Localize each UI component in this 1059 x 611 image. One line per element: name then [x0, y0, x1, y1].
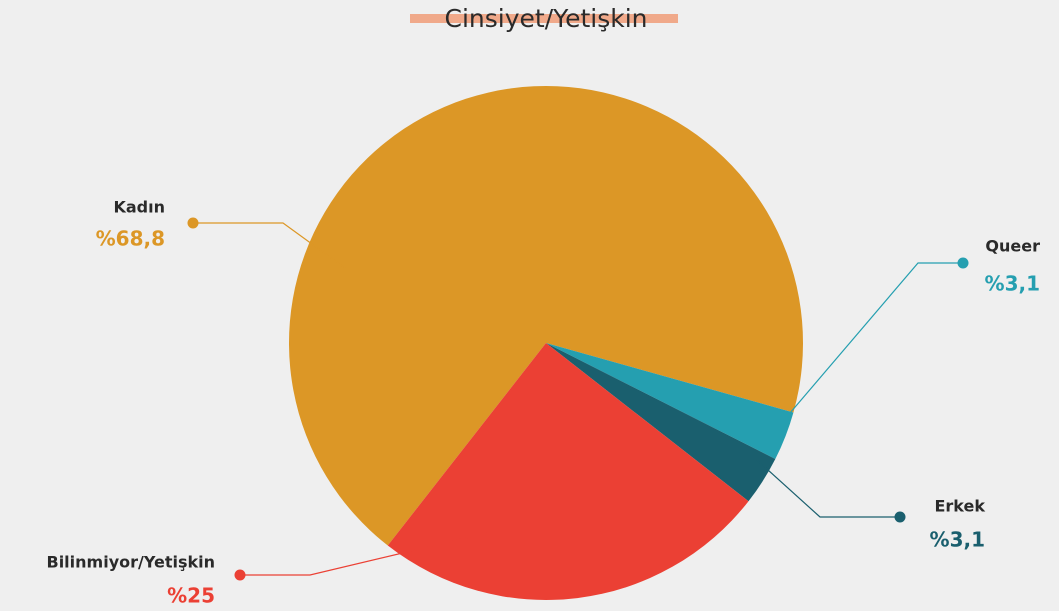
slice-label: Kadın: [113, 198, 165, 217]
leader-dot: [957, 257, 969, 269]
slice-value-label: %3,1: [930, 528, 985, 552]
pie-slice: [546, 343, 794, 460]
leader-dot: [234, 569, 246, 581]
labels: Kadın %68,8 Queer %3,1 Erkek %3,1 Bilinmiyor/Y…: [47, 198, 1041, 608]
leader-line: [240, 532, 488, 576]
leader-dot: [894, 511, 906, 523]
leader-dot: [187, 217, 199, 229]
pie-slice: [289, 85, 804, 546]
slice-label: Bilinmiyor/Yetişkin: [47, 553, 216, 572]
pie: [289, 85, 804, 600]
leader-line: [193, 222, 346, 269]
slice-label: Erkek: [934, 497, 985, 516]
slice-value-label: %68,8: [96, 227, 165, 251]
leader-line: [789, 262, 963, 414]
pie-slice: [546, 343, 776, 502]
slice-value-label: %3,1: [985, 272, 1040, 296]
slice-label: Queer: [985, 237, 1040, 256]
slice-value-label: %25: [167, 584, 215, 608]
title-highlight: [410, 14, 678, 23]
chart-title: Cinsiyet/Yetişkin: [445, 4, 648, 33]
leader-line: [756, 459, 900, 518]
